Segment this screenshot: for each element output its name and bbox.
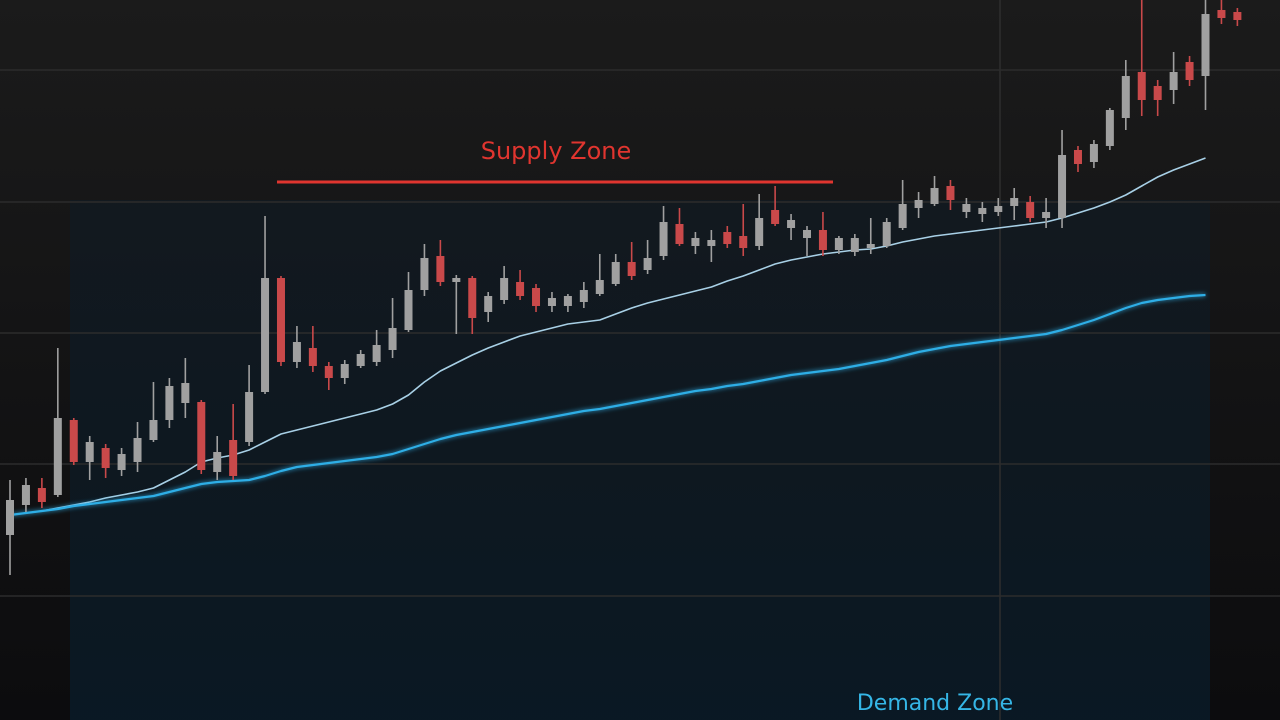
candle-body [340, 364, 349, 378]
candle-body [276, 278, 285, 362]
candle-body [882, 222, 891, 246]
candle-body [1058, 155, 1067, 218]
candle-body [1153, 86, 1162, 100]
candle-body [1217, 10, 1226, 18]
candle-body [1201, 14, 1210, 76]
candle-body [245, 392, 254, 442]
candle-body [771, 210, 780, 224]
candle-body [914, 200, 923, 208]
candle-body [1121, 76, 1130, 118]
candle-body [165, 386, 174, 420]
candle-body [1137, 72, 1146, 100]
candle-body [436, 256, 445, 282]
candle-body [117, 454, 126, 470]
candle-body [1185, 62, 1194, 80]
candle-body [500, 278, 509, 300]
candle-body [803, 230, 811, 238]
candles [6, 0, 1242, 575]
candle-body [930, 188, 939, 204]
candle-body [1233, 12, 1242, 20]
candle-body [866, 244, 875, 248]
candle-body [388, 328, 397, 350]
candle-body [85, 442, 94, 462]
candle-body [898, 204, 907, 228]
candle-body [834, 238, 843, 250]
candle-body [595, 280, 604, 294]
candle-body [468, 278, 477, 318]
candle-body [69, 420, 78, 462]
candle-body [723, 232, 732, 244]
candle-body [611, 262, 620, 284]
candle-body [707, 240, 716, 246]
candle-body [452, 278, 461, 282]
candle-body [739, 236, 748, 248]
grid [0, 69, 1280, 597]
candle-body [356, 354, 365, 366]
candle-body [308, 348, 317, 366]
candle-body [563, 296, 572, 306]
candle-body [149, 420, 158, 440]
candle-body [1105, 110, 1114, 146]
candle-body [324, 366, 333, 378]
candle-body [21, 485, 30, 505]
candle-body [978, 208, 987, 214]
candle-body [372, 345, 381, 362]
candle-body [627, 262, 636, 276]
candle-body [1089, 144, 1098, 162]
candle-body [691, 238, 700, 246]
candle-body [101, 448, 110, 468]
candle-body [962, 204, 971, 212]
candle-body [818, 230, 827, 250]
moving-averages [9, 157, 1206, 517]
candle-body [133, 438, 142, 462]
candle-body [37, 488, 46, 502]
candle-body [1169, 72, 1178, 90]
candle-body [850, 238, 859, 252]
candle-body [1026, 202, 1035, 218]
candle-body [404, 290, 413, 330]
candle-body [6, 500, 14, 535]
candle-body [197, 402, 206, 470]
candle-body [675, 224, 684, 244]
supply-zone-label: Supply Zone [481, 137, 632, 165]
demand-zone-area [70, 200, 1210, 720]
candle-body [292, 342, 301, 362]
candle-body [755, 218, 764, 246]
candle-body [261, 278, 270, 392]
candle-body [213, 452, 222, 472]
candle-body [643, 258, 652, 270]
moving-average-line [9, 157, 1206, 516]
candle-body [1042, 212, 1051, 218]
candle-body [1010, 198, 1019, 206]
moving-average-line [9, 293, 1206, 517]
candle-body [532, 288, 541, 306]
demand-zone-label: Demand Zone [857, 691, 1013, 716]
candle-body [420, 258, 429, 290]
candle-body [484, 296, 493, 312]
candle-body [181, 383, 190, 403]
candle-body [946, 186, 955, 200]
candle-body [547, 298, 556, 306]
candle-body [1073, 150, 1082, 164]
candle-body [229, 440, 238, 476]
candle-body [994, 206, 1003, 212]
candle-body [659, 222, 668, 256]
candle-body [516, 282, 525, 296]
candle-body [787, 220, 796, 228]
candle-body [53, 418, 62, 495]
annotations: Supply Zone Demand Zone [277, 137, 1013, 716]
candle-body [579, 290, 588, 302]
